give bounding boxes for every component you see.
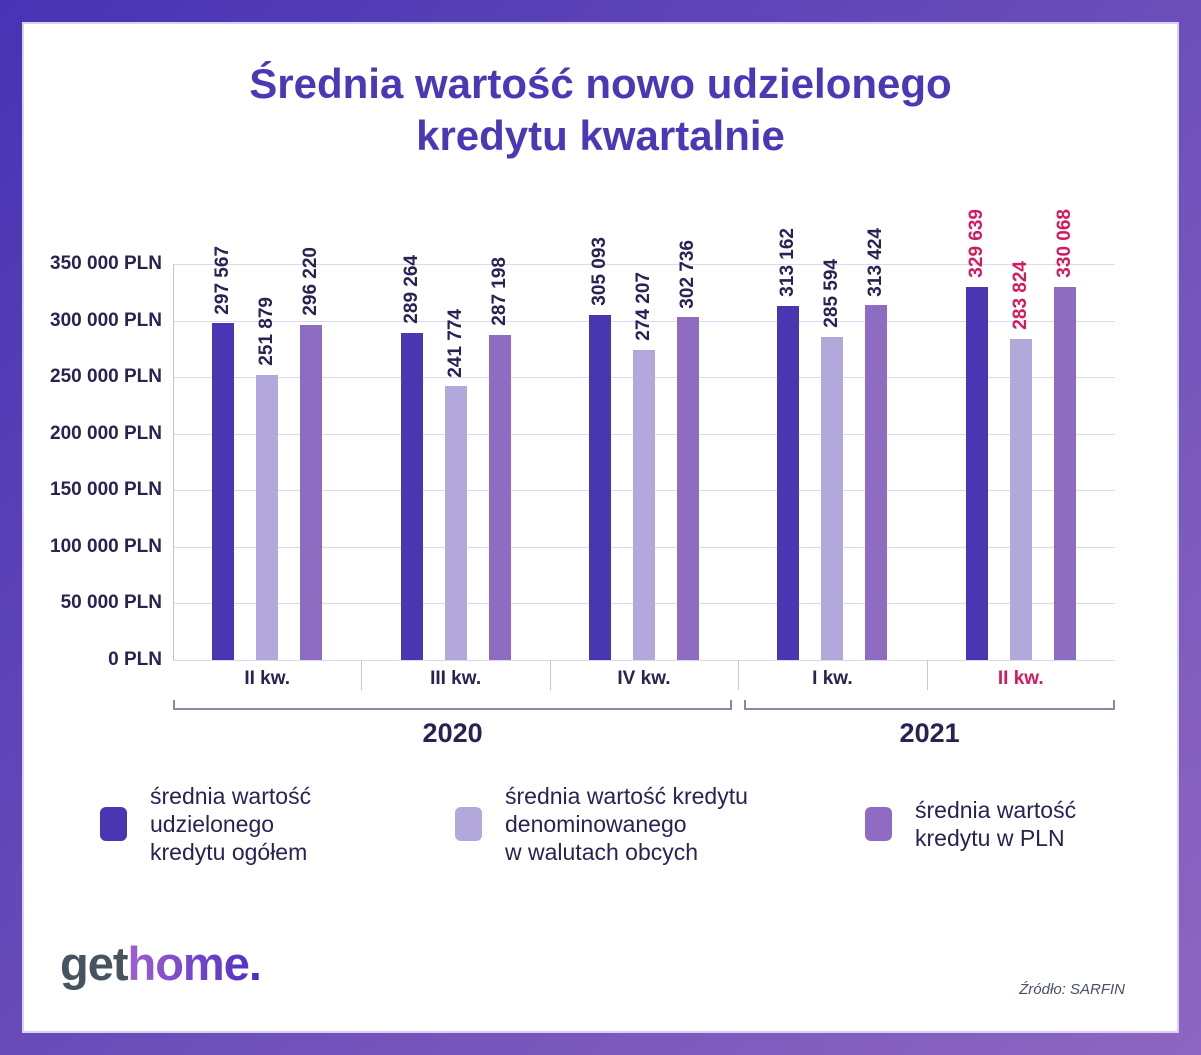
bar-value-label: 313 162 xyxy=(777,228,799,297)
bar xyxy=(865,305,888,660)
y-axis-tick-label: 350 000 PLN xyxy=(50,253,162,274)
bar-value-label: 302 736 xyxy=(677,239,698,309)
source-credit: Źródło: SARFIN xyxy=(1019,981,1125,998)
y-axis-line xyxy=(173,264,174,660)
y-axis-tick-label: 150 000 PLN xyxy=(50,479,162,501)
bar-value-label: 329 639 xyxy=(965,209,987,279)
bar xyxy=(589,314,611,660)
y-axis-tick-label: 0 PLN xyxy=(108,649,162,670)
legend-label-line: w walutach obcych xyxy=(505,839,699,865)
bar-value-label: 285 594 xyxy=(821,259,843,328)
bar xyxy=(777,305,800,660)
x-axis-quarter-label: II kw. xyxy=(997,668,1044,689)
quarter-divider-tick xyxy=(361,660,363,690)
legend-label-line: kredytu ogółem xyxy=(150,839,308,865)
quarter-divider-tick xyxy=(549,660,551,690)
bar xyxy=(212,323,235,660)
y-axis-tick-label: 200 000 PLN xyxy=(50,422,162,444)
y-axis-tick-label: 100 000 PLN xyxy=(50,535,162,557)
bar-value-label: 330 068 xyxy=(1053,208,1075,278)
quarter-divider-tick xyxy=(926,660,928,690)
legend-item-pln: średnia wartość kredytu w PLN xyxy=(865,796,1076,852)
bar-value-label: 241 774 xyxy=(444,308,466,378)
y-axis-tick-label: 300 000 PLN xyxy=(50,309,162,331)
infographic-canvas: Średnia wartość nowo udzielonego kredytu … xyxy=(24,24,1177,1031)
y-axis-tick-label: 250 000 PLN xyxy=(50,366,162,388)
bar xyxy=(444,386,467,660)
x-axis-quarter-label: IV kw. xyxy=(617,668,671,689)
year-label: 2020 xyxy=(422,718,483,748)
legend-label-denominowany: średnia wartość kredytu denominowanego w… xyxy=(505,782,748,866)
logo-text-home: home. xyxy=(127,937,262,990)
chart-title-line1: Średnia wartość nowo udzielonego xyxy=(249,60,952,107)
gridline xyxy=(173,264,1115,265)
logo-text-get: get xyxy=(60,937,128,990)
legend-label-line: kredytu w PLN xyxy=(915,825,1065,851)
legend-label-line: udzielonego xyxy=(150,811,275,837)
chart-title: Średnia wartość nowo udzielonego kredytu … xyxy=(24,58,1177,162)
bar-value-label: 305 093 xyxy=(589,237,610,306)
legend-swatch-ogolem xyxy=(100,807,127,841)
legend-item-denominowany: średnia wartość kredytu denominowanego w… xyxy=(455,782,748,866)
bar xyxy=(400,332,423,660)
bar-value-label: 297 567 xyxy=(212,245,234,315)
bar-value-label: 251 879 xyxy=(256,297,278,367)
bar xyxy=(256,375,279,660)
x-axis-quarter-label: I kw. xyxy=(812,668,853,689)
bar xyxy=(1053,286,1076,660)
bar-value-label: 274 207 xyxy=(633,272,654,341)
gridline xyxy=(173,660,1115,661)
gethome-logo: gethome. xyxy=(60,936,262,991)
legend-swatch-denominowany xyxy=(455,807,482,841)
bar xyxy=(300,324,323,660)
x-axis-quarter-label: II kw. xyxy=(244,668,291,689)
bar-value-label: 283 824 xyxy=(1009,261,1031,330)
year-bracket xyxy=(744,700,1115,710)
bar xyxy=(677,317,699,660)
bar-value-label: 287 198 xyxy=(488,257,510,327)
bar xyxy=(633,349,655,660)
quarter-divider-tick xyxy=(738,660,740,690)
chart-title-line2: kredytu kwartalnie xyxy=(416,112,785,159)
legend-label-line: średnia wartość xyxy=(150,783,312,809)
bar-value-label: 289 264 xyxy=(400,255,422,324)
bar xyxy=(821,336,844,660)
year-label: 2021 xyxy=(899,718,960,748)
legend-item-ogolem: średnia wartość udzielonego kredytu ogół… xyxy=(100,782,311,866)
y-axis-tick-label: 50 000 PLN xyxy=(60,592,162,614)
legend-label-line: denominowanego xyxy=(505,811,687,837)
bar-value-label: 296 220 xyxy=(300,247,322,316)
legend-label-pln: średnia wartość kredytu w PLN xyxy=(915,796,1076,852)
gridline xyxy=(173,320,1115,322)
x-axis-quarter-label: III kw. xyxy=(430,668,482,689)
bar-value-label: 313 424 xyxy=(865,227,887,297)
legend-label-line: średnia wartość kredytu xyxy=(505,783,748,809)
legend-label-ogolem: średnia wartość udzielonego kredytu ogół… xyxy=(150,782,311,866)
bar xyxy=(965,287,988,660)
legend-swatch-pln xyxy=(865,807,892,841)
bar-chart: 0 PLN 50 000 PLN 100 000 PLN 150 000 PLN 200… xyxy=(24,24,1177,1031)
bar xyxy=(1009,338,1032,660)
bar xyxy=(488,335,511,660)
legend-label-line: średnia wartość xyxy=(915,797,1077,823)
year-bracket xyxy=(173,700,733,710)
